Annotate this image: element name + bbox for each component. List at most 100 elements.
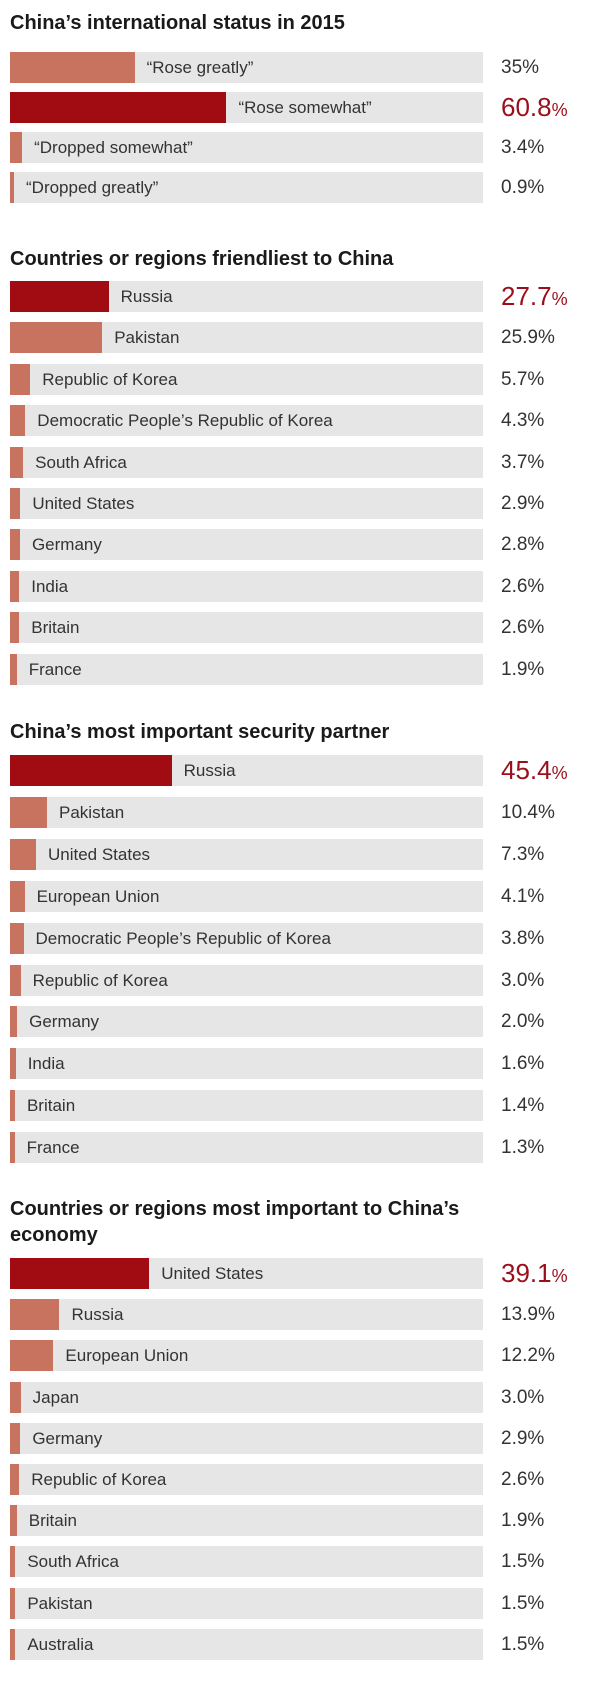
bar-track xyxy=(10,1587,483,1619)
bar-track xyxy=(10,1381,483,1413)
bar-track xyxy=(10,612,483,644)
value-label: 4.3% xyxy=(501,405,544,436)
category-label: United States xyxy=(161,1264,264,1283)
bar xyxy=(10,653,17,685)
value-label: 7.3% xyxy=(501,839,544,870)
category-label: Republic of Korea xyxy=(32,970,168,990)
bar-row: “Rose greatly” 35% xyxy=(0,52,600,83)
value-label: 2.6% xyxy=(501,1464,544,1495)
bar xyxy=(10,964,21,996)
category-label: Democratic People’s Republic of Korea xyxy=(35,928,331,948)
value-number: 2.6% xyxy=(501,617,545,639)
bar xyxy=(10,1464,20,1495)
bar-track xyxy=(10,529,483,561)
value-label: 1.9% xyxy=(501,1505,544,1536)
bar-row: Britain 1.9% xyxy=(0,1505,600,1537)
value-label: 39.1% xyxy=(501,1258,568,1292)
category-label: Pakistan xyxy=(114,328,180,348)
bar-track xyxy=(10,1048,483,1080)
chart-title: Countries or regions friendliest to Chin… xyxy=(10,248,394,270)
category-label: Republic of Korea xyxy=(42,369,178,389)
category-label: Japan xyxy=(32,1387,79,1407)
bar-row: India 2.6% xyxy=(0,570,600,602)
category-label: Republic of Korea xyxy=(31,1470,167,1489)
bar-track xyxy=(10,363,483,395)
category-label: Pakistan xyxy=(27,1593,93,1613)
bar-track xyxy=(10,1340,483,1372)
bar-row: European Union 4.1% xyxy=(0,880,600,912)
value-label: 1.5% xyxy=(501,1588,544,1619)
bar xyxy=(10,322,103,354)
value-number: 1.9% xyxy=(501,1510,545,1532)
value-number: 2.8% xyxy=(501,534,545,556)
category-label: France xyxy=(28,659,82,679)
bar-row: Republic of Korea 5.7% xyxy=(0,363,600,395)
value-label: 45.4% xyxy=(501,755,568,789)
bar-track xyxy=(10,1464,483,1495)
bar xyxy=(10,612,20,644)
bar-track xyxy=(10,653,483,685)
category-label: South Africa xyxy=(27,1552,119,1572)
bar xyxy=(10,1546,16,1578)
bar-row: Germany 2.9% xyxy=(0,1422,600,1454)
value-number: 1.9% xyxy=(501,658,545,680)
value-number: 27.7 xyxy=(501,281,552,311)
bar xyxy=(10,570,20,602)
bar-row: Britain 1.4% xyxy=(0,1090,600,1122)
value-number: 35% xyxy=(501,57,540,78)
bar xyxy=(10,838,36,870)
bar-track xyxy=(10,172,483,203)
value-number: 3.8% xyxy=(501,927,545,949)
value-number: 39.1 xyxy=(501,1258,552,1288)
chart-title: China’s most important security partner xyxy=(10,721,390,743)
bar-track xyxy=(10,405,483,437)
bar-track xyxy=(10,880,483,912)
value-number: 13.9% xyxy=(501,1304,555,1326)
value-number: 2.9% xyxy=(501,1427,545,1449)
bar xyxy=(10,1422,21,1454)
bar xyxy=(10,1006,18,1038)
value-number: 3.0% xyxy=(501,969,545,991)
bar-row: “Rose somewhat” 60.8% xyxy=(0,92,600,123)
bar-row: Britain 2.6% xyxy=(0,612,600,644)
category-label: Britain xyxy=(26,1096,76,1116)
bar xyxy=(10,1587,16,1619)
value-number: 25.9% xyxy=(501,327,555,349)
value-unit: % xyxy=(551,100,568,120)
value-number: 1.3% xyxy=(501,1137,545,1159)
bar-track xyxy=(10,1090,483,1122)
value-label: 1.4% xyxy=(501,1090,544,1121)
value-number: 1.5% xyxy=(501,1551,545,1573)
value-number: 2.6% xyxy=(501,575,545,597)
bar-row: South Africa 1.5% xyxy=(0,1546,600,1578)
category-label: Pakistan xyxy=(59,802,125,822)
bar-track xyxy=(10,1299,483,1331)
bar-track xyxy=(10,964,483,996)
category-label: Britain xyxy=(31,618,80,638)
chart-title: China’s international status in 2015 xyxy=(10,12,345,34)
bar-row: European Union 12.2% xyxy=(0,1340,600,1372)
category-label: India xyxy=(27,1054,65,1074)
value-label: 1.3% xyxy=(501,1132,544,1163)
value-number: 1.5% xyxy=(501,1592,545,1614)
value-label: 35% xyxy=(501,52,539,83)
bar-row: Pakistan 25.9% xyxy=(0,322,600,354)
category-label: Russia xyxy=(71,1305,124,1325)
bar-track xyxy=(10,1546,483,1578)
value-label: 12.2% xyxy=(501,1340,555,1371)
category-label: France xyxy=(26,1138,80,1158)
category-label: “Dropped greatly” xyxy=(26,178,159,197)
bar xyxy=(10,363,31,395)
value-label: 1.5% xyxy=(501,1629,544,1660)
category-label: “Rose somewhat” xyxy=(238,98,372,117)
bar-track xyxy=(10,922,483,954)
value-label: 2.9% xyxy=(501,488,544,519)
value-label: 13.9% xyxy=(501,1299,555,1330)
value-label: 3.0% xyxy=(501,965,544,996)
category-label: United States xyxy=(47,844,151,864)
bar-track xyxy=(10,838,483,870)
value-number: 5.7% xyxy=(501,368,545,390)
category-label: Britain xyxy=(28,1511,77,1531)
value-unit: % xyxy=(551,289,568,309)
bar xyxy=(10,1132,15,1164)
